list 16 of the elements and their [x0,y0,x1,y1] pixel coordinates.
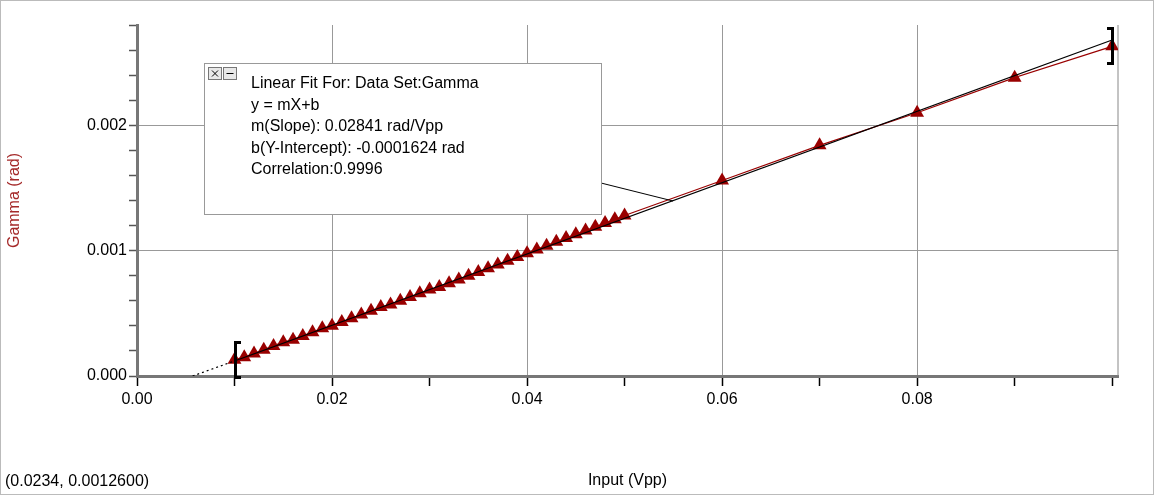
annotation: y = mX+b [251,94,321,115]
x-tick-label: 0.06 [706,390,738,408]
x-tick-label: 0.02 [316,390,348,408]
y-tick-label: 0.002 [86,115,128,133]
y-axis-title: Gamma (rad) [5,152,23,249]
annotation: Correlation:0.9996 [251,159,384,179]
annotation: b(Y-Intercept): -0.0001624 rad [251,137,466,158]
annotation: m(Slope): 0.02841 rad/Vpp [251,116,445,136]
x-tick-label: 0.00 [121,390,153,408]
y-tick-label: 0.001 [86,241,128,259]
x-tick-label: 0.04 [511,390,543,408]
text: (0.0234, 0.0012600) [5,472,150,490]
x-axis-title: Input (Vpp) [587,470,668,488]
x-tick-label: 0.08 [901,390,933,408]
y-tick-label: 0.000 [86,366,128,384]
annotation: Linear Fit For: Data Set:Gamma [251,73,480,93]
